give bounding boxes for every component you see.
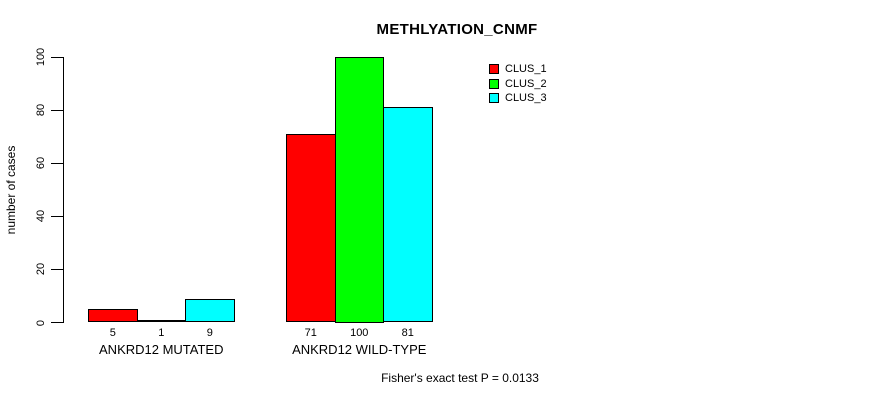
legend-swatch-clus_3 <box>489 93 499 103</box>
bar-clus_3-group2 <box>383 107 433 323</box>
y-axis-tick-label: 40 <box>35 210 47 223</box>
y-axis-tick <box>51 268 63 270</box>
y-axis-tick <box>51 56 63 58</box>
y-axis-tick <box>51 162 63 164</box>
x-axis-group-label: ANKRD12 MUTATED <box>99 342 224 357</box>
bar-value-label: 1 <box>158 327 165 339</box>
bar-value-label: 100 <box>350 327 369 339</box>
y-axis-tick-label: 100 <box>35 47 47 67</box>
legend-swatch-clus_1 <box>489 64 499 74</box>
legend-label: CLUS_1 <box>505 63 547 75</box>
y-axis-tick-label: 80 <box>35 103 47 117</box>
y-axis-tick-label: 20 <box>35 263 47 276</box>
bar-value-label: 71 <box>304 327 317 339</box>
legend-label: CLUS_2 <box>505 77 547 90</box>
y-axis-tick <box>51 109 63 111</box>
annotation-fisher-test: Fisher's exact test P = 0.0133 <box>381 371 539 385</box>
bar-clus_2-group1 <box>136 319 186 323</box>
bar-clus_1-group2 <box>286 133 336 323</box>
legend-swatch-clus_2 <box>489 78 499 89</box>
legend-item-clus_3: CLUS_3 <box>489 92 547 104</box>
y-axis-label: number of cases <box>4 145 18 235</box>
bar-value-label: 81 <box>401 327 414 339</box>
y-axis-tick <box>51 322 63 323</box>
y-axis-tick <box>51 215 63 217</box>
legend-item-clus_1: CLUS_1 <box>489 63 547 75</box>
legend-label: CLUS_3 <box>505 92 547 104</box>
legend-item-clus_2: CLUS_2 <box>489 78 547 90</box>
bar-clus_2-group2 <box>334 57 384 323</box>
chart-title: METHLYATION_CNMF <box>376 21 538 38</box>
bar-clus_1-group1 <box>88 309 138 323</box>
y-axis-tick-label: 60 <box>35 157 47 170</box>
bar-clus_3-group1 <box>185 298 235 323</box>
bar-value-label: 9 <box>206 327 213 339</box>
y-axis-tick-label: 0 <box>35 319 47 326</box>
x-axis-group-label: ANKRD12 WILD-TYPE <box>292 342 427 357</box>
bar-value-label: 5 <box>109 327 116 339</box>
y-axis-line <box>62 56 64 323</box>
